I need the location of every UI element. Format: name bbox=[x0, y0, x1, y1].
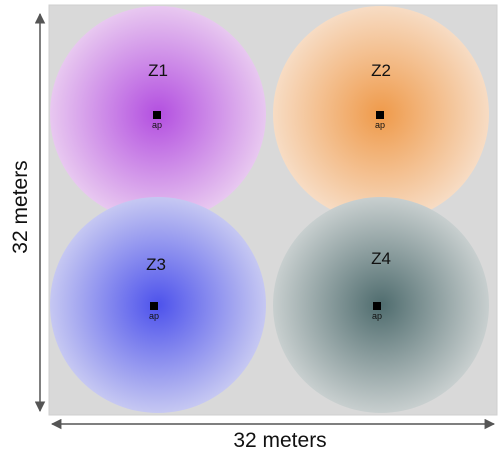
width-dimension-label: 32 meters bbox=[233, 429, 326, 452]
zone-z1-label: Z1 bbox=[148, 61, 168, 80]
zone-z2-label: Z2 bbox=[371, 61, 391, 80]
zone-z1-access-point bbox=[153, 111, 161, 119]
zone-z2-ap-label: ap bbox=[375, 120, 385, 130]
zone-z4: Z4 ap bbox=[273, 197, 489, 413]
zone-z2: Z2 ap bbox=[273, 6, 489, 222]
zone-z1: Z1 ap bbox=[50, 6, 266, 222]
zone-z4-ap-label: ap bbox=[372, 311, 382, 321]
zone-z3-ap-label: ap bbox=[149, 311, 159, 321]
zone-z4-label: Z4 bbox=[371, 249, 391, 268]
zone-z3: Z3 ap bbox=[50, 197, 266, 413]
zone-z4-access-point bbox=[373, 302, 381, 310]
zone-z1-ap-label: ap bbox=[152, 120, 162, 130]
zone-z3-label: Z3 bbox=[146, 255, 166, 274]
height-dimension-label: 32 meters bbox=[9, 160, 32, 253]
zone-z3-access-point bbox=[150, 302, 158, 310]
zone-z2-access-point bbox=[376, 111, 384, 119]
